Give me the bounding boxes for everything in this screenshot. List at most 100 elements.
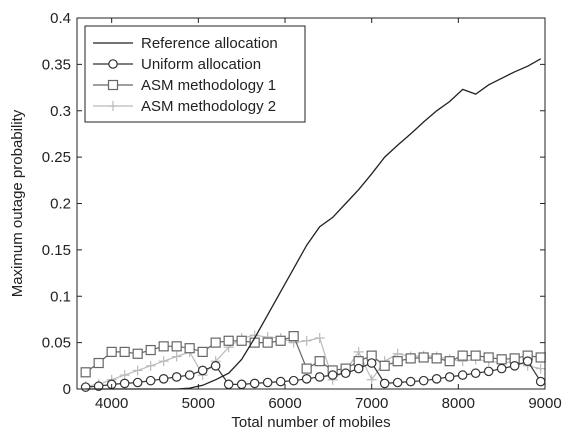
data-point-plus	[314, 332, 325, 343]
data-point-circle	[80, 382, 91, 392]
data-point-plus	[119, 370, 130, 381]
y-axis-label: Maximum outage probability	[9, 109, 26, 297]
data-point-circle	[132, 377, 143, 388]
data-point-square	[171, 341, 182, 352]
data-point-square	[197, 346, 208, 357]
data-point-circle	[535, 376, 546, 387]
x-tick-label: 5000	[182, 395, 215, 412]
data-point-square	[184, 343, 195, 354]
x-tick-label: 7000	[355, 395, 388, 412]
data-point-circle	[340, 368, 351, 379]
y-tick-label: 0.05	[42, 335, 71, 352]
data-point-square	[145, 344, 156, 356]
data-point-square	[431, 353, 442, 364]
data-point-circle	[93, 381, 104, 392]
data-point-square	[301, 363, 312, 374]
y-tick-label: 0.3	[50, 103, 71, 120]
data-point-circle	[509, 361, 520, 371]
data-point-square	[392, 356, 403, 367]
y-tick-label: 0.15	[42, 242, 71, 259]
legend-entry: Reference allocation	[93, 35, 278, 52]
data-point-square	[132, 348, 143, 359]
data-point-square	[119, 346, 130, 357]
legend-label: Reference allocation	[141, 35, 278, 52]
y-tick-label: 0.1	[50, 288, 71, 305]
data-point-square	[236, 335, 247, 346]
y-tick-label: 0.2	[50, 196, 71, 213]
legend-entry: Uniform allocation	[93, 56, 261, 73]
data-point-circle	[210, 361, 221, 371]
legend-entry: ASM methodology 2	[93, 98, 276, 115]
plot-area	[80, 58, 546, 392]
x-tick-label: 4000	[95, 395, 128, 412]
data-point-circle	[197, 365, 208, 376]
data-point-square	[470, 350, 481, 361]
axis-ticks: 4000 5000 6000 7000 8000 9000 0 0.05 0.1 0.15 0.2 0…	[42, 10, 562, 412]
data-point-circle	[379, 378, 390, 389]
data-point-plus	[145, 360, 156, 371]
data-point-circle	[249, 378, 260, 389]
data-point-circle	[158, 373, 169, 384]
data-point-circle	[145, 375, 156, 386]
data-point-circle	[496, 363, 507, 374]
data-point-square	[418, 352, 429, 363]
data-point-square	[405, 353, 416, 364]
data-point-circle	[457, 370, 468, 380]
data-point-square	[158, 341, 169, 352]
data-point-circle	[119, 378, 130, 389]
data-point-plus	[132, 365, 143, 376]
data-point-square	[457, 350, 468, 361]
y-tick-label: 0.25	[42, 149, 71, 166]
data-point-circle	[301, 373, 312, 384]
data-point-circle	[327, 370, 338, 380]
data-point-circle	[288, 375, 299, 386]
legend-swatch-marker	[108, 101, 118, 111]
data-point-plus	[535, 363, 546, 374]
data-point-square	[288, 331, 299, 342]
legend-swatch-marker	[108, 59, 118, 69]
data-point-circle	[470, 368, 481, 379]
data-point-circle	[483, 366, 494, 377]
x-axis-label: Total number of mobiles	[231, 414, 390, 431]
data-point-circle	[262, 377, 273, 388]
data-point-square	[262, 337, 273, 348]
data-point-circle	[366, 358, 377, 368]
data-point-square	[314, 356, 325, 367]
data-point-circle	[522, 356, 533, 366]
data-point-plus	[301, 335, 312, 346]
legend-entry: ASM methodology 1	[93, 77, 276, 94]
data-point-square	[483, 352, 494, 363]
data-point-square	[210, 337, 221, 348]
data-point-circle	[184, 370, 195, 380]
data-point-square	[275, 335, 286, 346]
data-point-plus	[366, 374, 377, 385]
data-point-plus	[158, 356, 169, 367]
data-point-square	[106, 346, 117, 357]
data-point-square	[223, 335, 234, 346]
series-uniform-allocation	[80, 356, 546, 392]
data-point-circle	[223, 379, 234, 390]
data-point-square	[444, 356, 455, 367]
data-point-square	[535, 352, 546, 363]
y-tick-label: 0	[63, 381, 71, 398]
data-point-square	[80, 367, 91, 378]
legend-label: Uniform allocation	[141, 56, 261, 73]
data-point-circle	[444, 372, 455, 382]
data-point-circle	[392, 377, 403, 388]
data-point-circle	[314, 372, 325, 382]
x-tick-label: 8000	[442, 395, 475, 412]
y-tick-label: 0.4	[50, 10, 71, 27]
data-point-circle	[431, 373, 442, 384]
data-point-circle	[418, 375, 429, 386]
legend: Reference allocation Uniform allocation AS…	[84, 25, 306, 123]
data-point-circle	[236, 379, 247, 390]
legend-label: ASM methodology 2	[141, 98, 276, 115]
legend-label: ASM methodology 1	[141, 77, 276, 94]
data-point-circle	[353, 363, 364, 374]
data-point-plus	[353, 346, 364, 357]
x-tick-label: 9000	[528, 395, 561, 412]
data-point-square	[379, 360, 390, 371]
data-point-square	[93, 357, 104, 369]
